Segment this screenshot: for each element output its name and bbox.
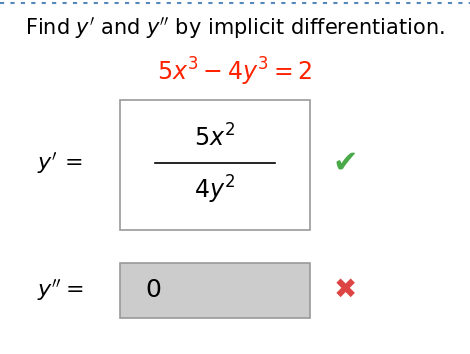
Text: $5x^3 - 4y^3 = 2$: $5x^3 - 4y^3 = 2$ (157, 56, 313, 88)
Text: ✔: ✔ (332, 148, 358, 177)
Text: $4y^2$: $4y^2$ (195, 174, 235, 206)
FancyBboxPatch shape (120, 263, 310, 318)
Text: Find $y'$ and $y''$ by implicit differentiation.: Find $y'$ and $y''$ by implicit differen… (25, 15, 445, 41)
Text: ✖: ✖ (333, 276, 357, 304)
Text: $5x^2$: $5x^2$ (195, 124, 235, 152)
Text: $0$: $0$ (145, 278, 161, 302)
Text: $y' \, =$: $y' \, =$ (37, 150, 83, 176)
Text: $y'' =$: $y'' =$ (37, 277, 83, 303)
FancyBboxPatch shape (120, 100, 310, 230)
